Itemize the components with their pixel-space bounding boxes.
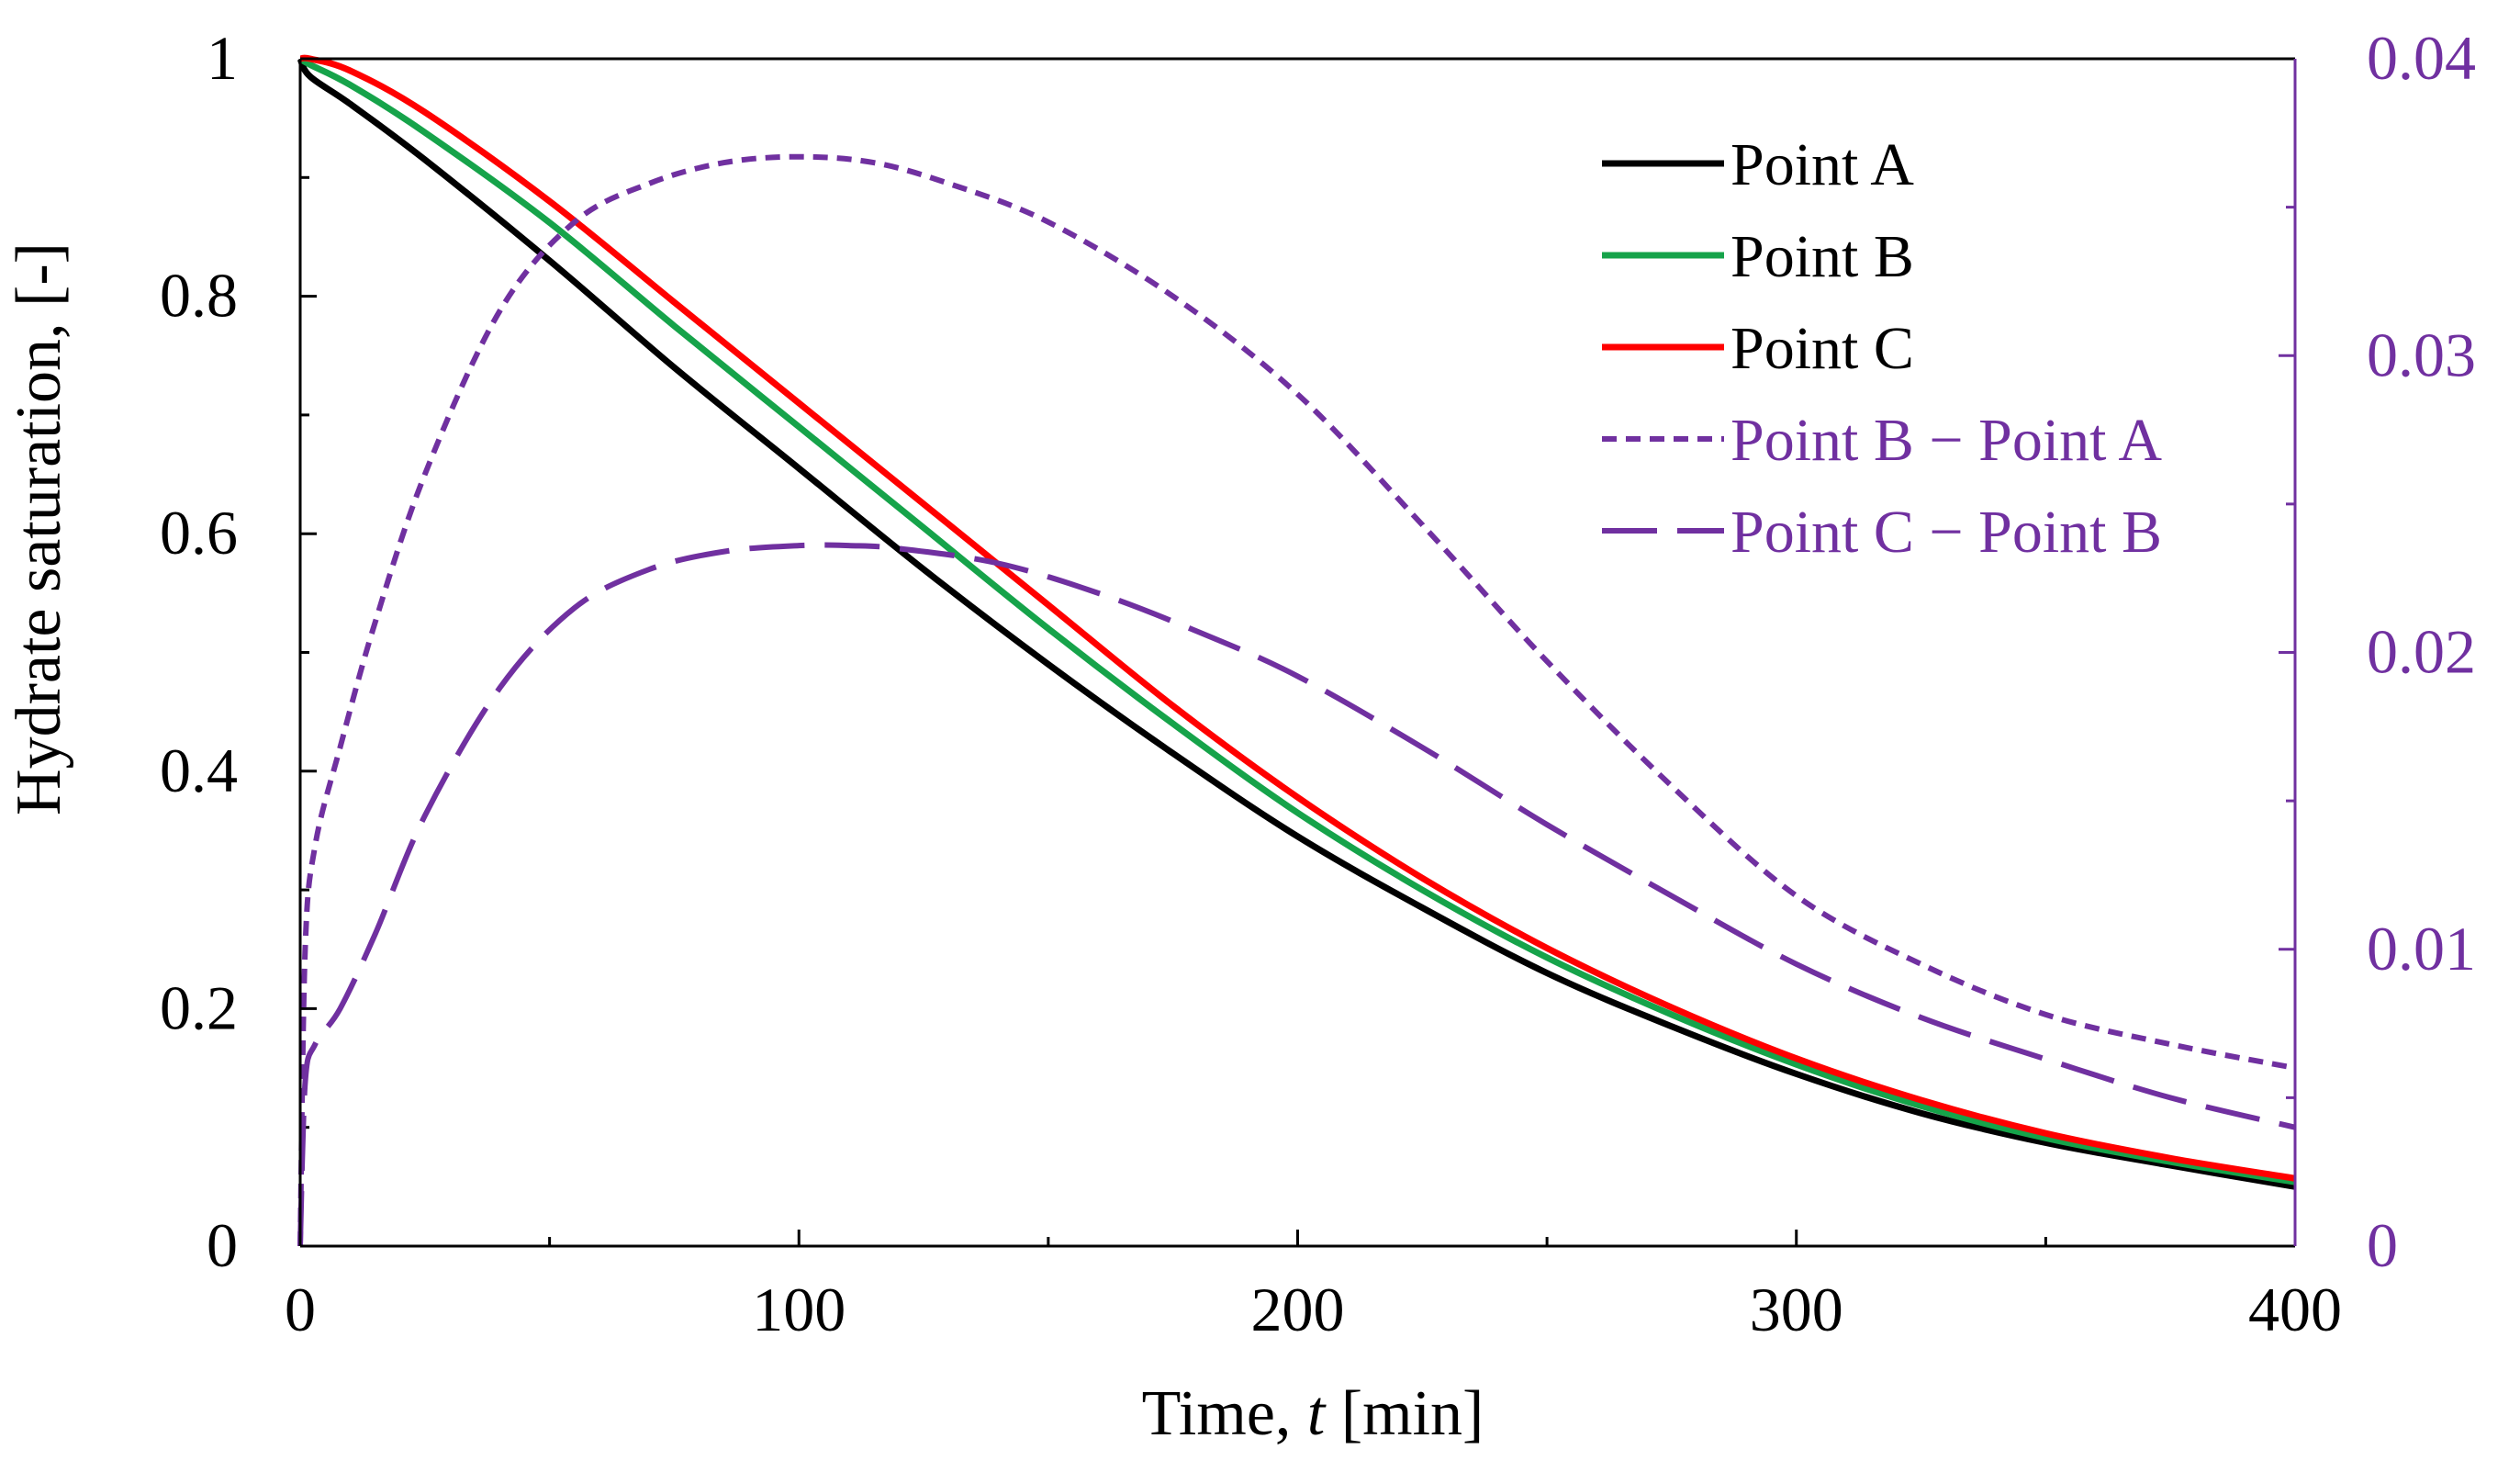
legend: Point A Point B Point C Point B − Point A Po… bbox=[1602, 131, 2162, 566]
x-tick-label: 300 bbox=[1750, 1275, 1843, 1344]
plot-series bbox=[297, 54, 2296, 1247]
y-tick-label: 0.6 bbox=[160, 498, 238, 567]
y2-tick-label: 0 bbox=[2367, 1210, 2398, 1280]
legend-label: Point A bbox=[1730, 131, 1914, 198]
x-tick-label: 0 bbox=[285, 1275, 316, 1344]
tick-labels: 0 0.2 0.4 0.6 0.8 1 0 100 200 300 400 0 0.01 0.02 0.03… bbox=[160, 23, 2476, 1344]
y2-tick-label: 0.03 bbox=[2367, 320, 2476, 389]
y-axis-title: Hydrate saturation, [-] bbox=[4, 242, 74, 815]
legend-label: Point C bbox=[1730, 315, 1914, 382]
series-line-2 bbox=[298, 56, 2296, 1185]
y2-tick-label: 0.01 bbox=[2367, 914, 2476, 983]
axes bbox=[298, 57, 2297, 1248]
x-tick-label: 400 bbox=[2248, 1275, 2342, 1344]
legend-label: Point B bbox=[1730, 223, 1914, 290]
y2-tick-label: 0.04 bbox=[2367, 23, 2476, 93]
series-line-3 bbox=[299, 54, 2296, 1182]
series-line-4 bbox=[297, 153, 2296, 1247]
series-line-5 bbox=[297, 542, 2296, 1247]
x-tick-label: 100 bbox=[752, 1275, 846, 1344]
y2-tick-label: 0.02 bbox=[2367, 617, 2476, 687]
series-line-1 bbox=[297, 57, 2296, 1190]
legend-label: Point B − Point A bbox=[1730, 407, 2162, 474]
y-tick-label: 0.8 bbox=[160, 261, 238, 331]
legend-label: Point C − Point B bbox=[1730, 499, 2162, 566]
y-tick-label: 1 bbox=[207, 23, 238, 93]
x-tick-label: 200 bbox=[1251, 1275, 1345, 1344]
x-axis-title: Time, t [min] bbox=[1142, 1378, 1484, 1449]
y-tick-label: 0.4 bbox=[160, 736, 238, 805]
y-tick-label: 0.2 bbox=[160, 972, 238, 1042]
y-tick-label: 0 bbox=[207, 1210, 238, 1280]
